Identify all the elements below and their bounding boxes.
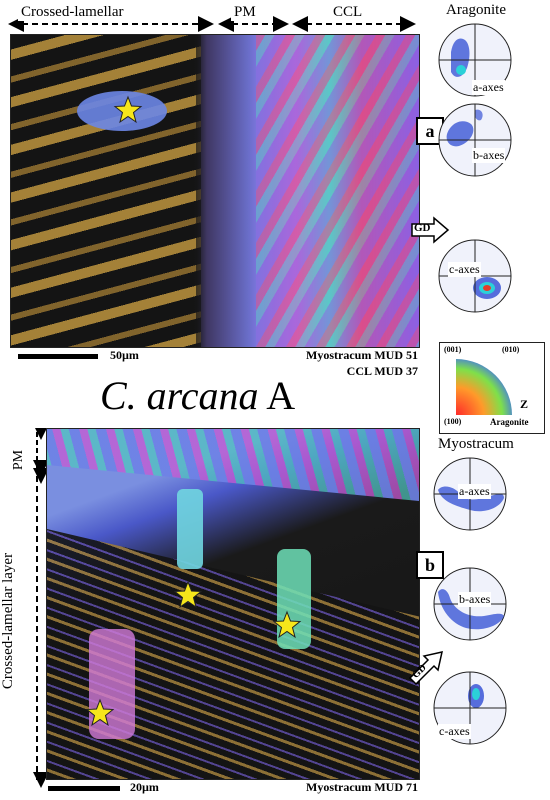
pole-figure-b-axes — [438, 103, 512, 177]
ipf-legend: (001) (010) (100) Z Aragonite — [439, 342, 545, 434]
pf-b-label-3: c-axes — [438, 724, 471, 739]
meta-b: Myostracum MUD 71 — [306, 780, 418, 794]
legend-001: (001) — [444, 345, 462, 354]
pm-region-b — [47, 429, 419, 501]
pole-figures-title-a: Aragonite — [446, 2, 506, 18]
scale-bar-b — [48, 786, 120, 791]
legend-100: (100) — [444, 417, 462, 426]
top-header-arrows — [8, 16, 416, 32]
panel-b-tag: b — [416, 551, 444, 579]
scale-bar-a — [18, 354, 98, 359]
scale-label-b: 20µm — [130, 780, 159, 794]
ipf-color-key — [456, 359, 512, 415]
legend-phase: Aragonite — [490, 417, 529, 427]
star-marker — [113, 95, 143, 124]
figure-title: C. arcana A — [100, 372, 295, 419]
grain-cyan-1 — [177, 489, 203, 569]
pf-b-label-2: b-axes — [458, 592, 492, 607]
legend-010: (010) — [502, 345, 520, 354]
pole-figures-title-b: Myostracum — [438, 436, 514, 452]
side-label-pm: PM — [11, 445, 27, 475]
gd-arrow-b — [408, 651, 443, 686]
ebsd-map-a — [10, 34, 420, 348]
pf-a-label-2: b-axes — [472, 148, 506, 163]
star-marker — [173, 580, 203, 609]
header-pm: PM — [231, 4, 259, 21]
header-ccl: CCL — [330, 4, 366, 21]
pole-figure-a-axes — [438, 23, 512, 97]
crossed-lamellar-region — [11, 35, 201, 347]
pm-region — [196, 35, 256, 347]
ebsd-map-b — [46, 428, 420, 780]
pf-a-label-1: a-axes — [472, 80, 505, 95]
panel-a-tag: a — [416, 117, 444, 145]
scale-label-a: 50µm — [110, 348, 139, 362]
header-crossed-lamellar: Crossed-lamellar — [18, 4, 127, 21]
pf-b-label-1: a-axes — [458, 484, 491, 499]
side-label-crossed-lamellar: Crossed-lamellar layer — [0, 526, 18, 716]
title-suffix: A — [258, 373, 296, 418]
pf-a-label-3: c-axes — [448, 262, 481, 277]
title-species: C. arcana — [100, 373, 259, 418]
gd-label-a: GD — [414, 222, 431, 234]
ccl-region — [256, 35, 419, 347]
side-arrows-b — [33, 428, 49, 788]
meta-a-line1: Myostracum MUD 51 — [306, 348, 418, 362]
star-marker — [85, 698, 115, 727]
star-marker — [272, 610, 302, 639]
meta-a-line2: CCL MUD 37 — [346, 364, 418, 378]
legend-axis: Z — [520, 397, 529, 411]
gd-arrow-a — [411, 216, 450, 244]
